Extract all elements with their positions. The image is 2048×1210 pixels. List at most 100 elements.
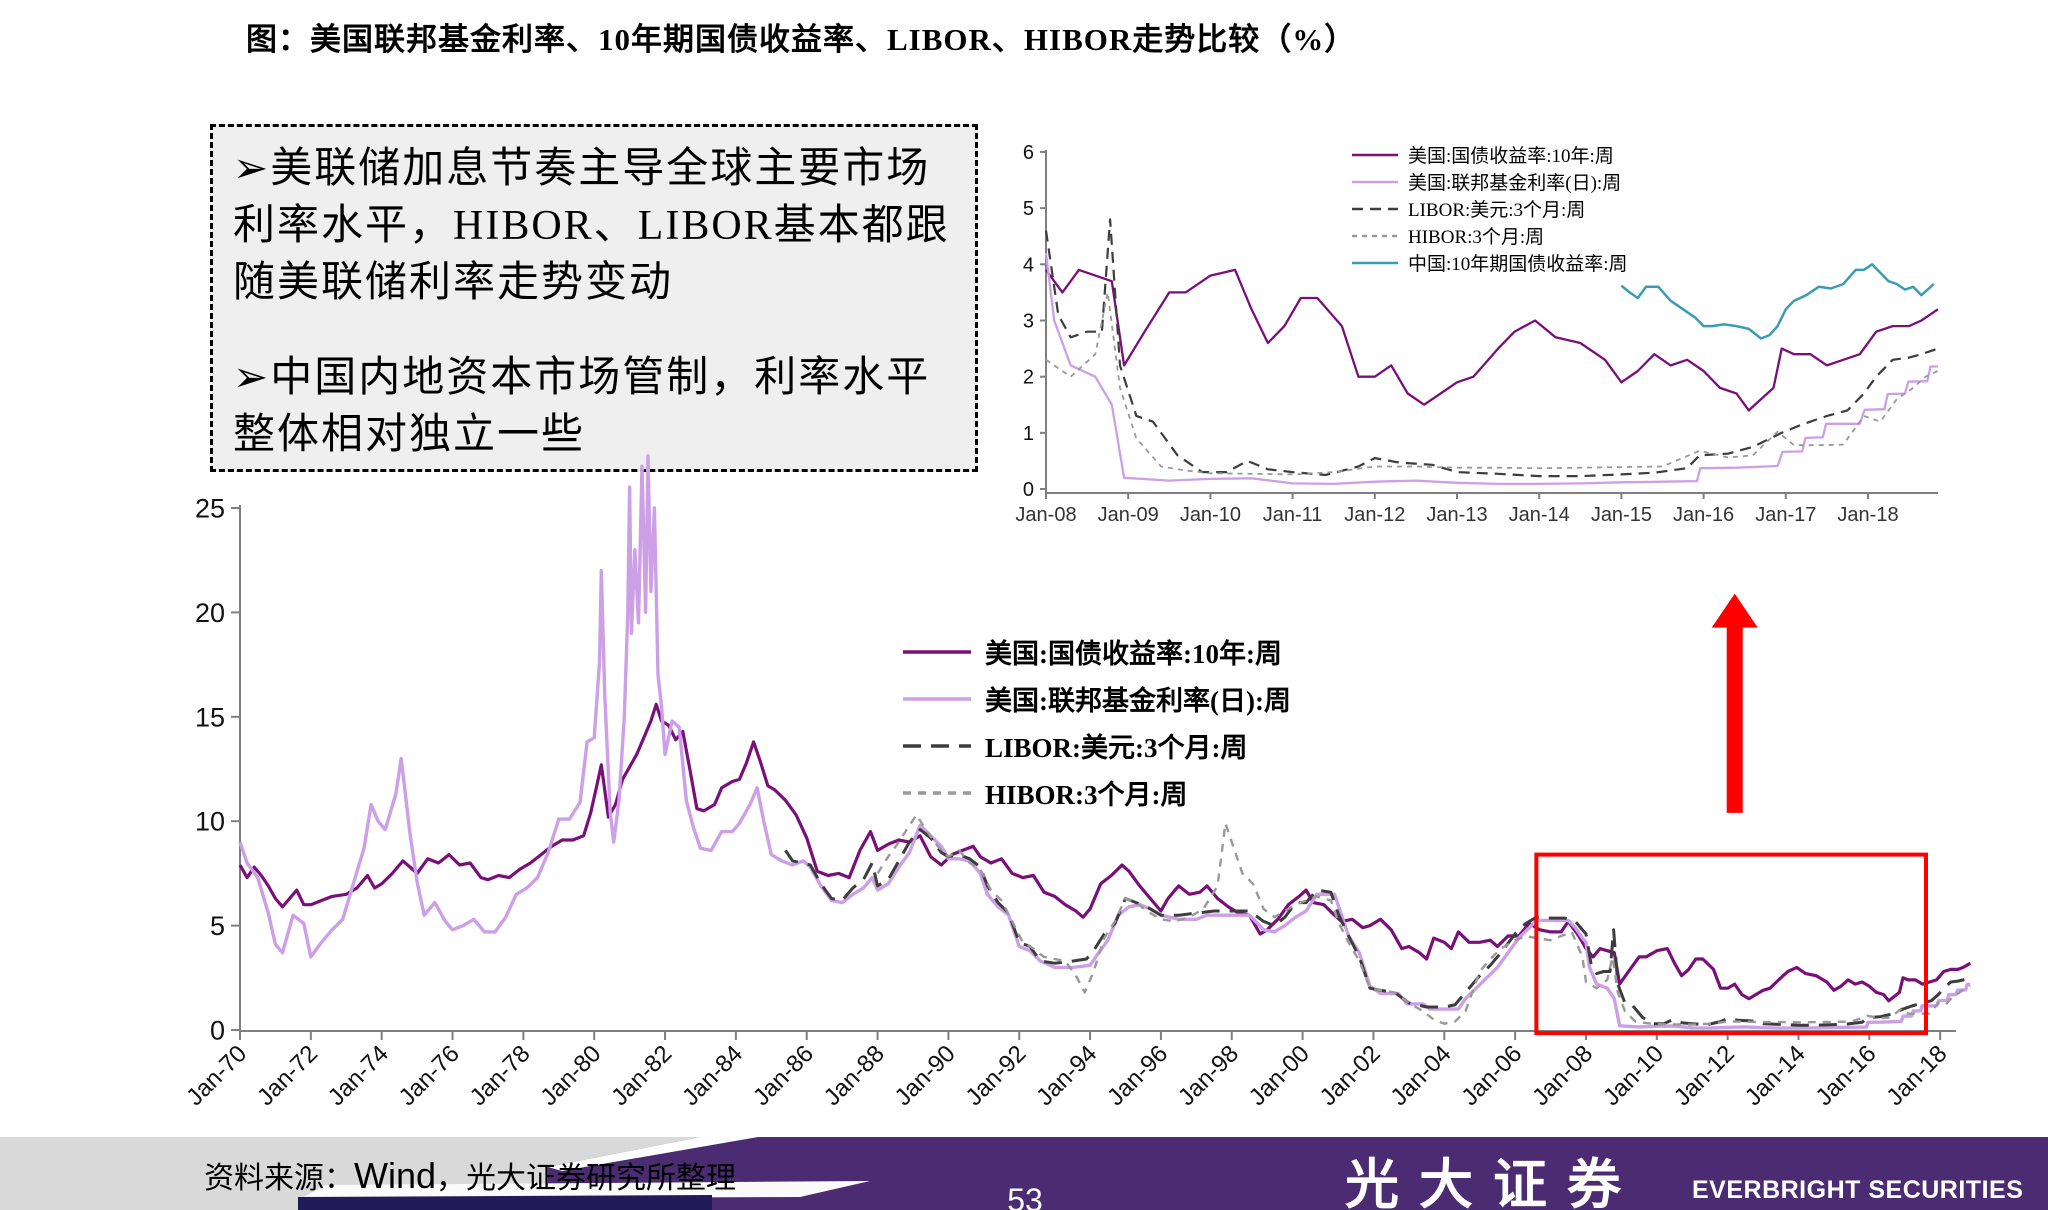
legend-label: LIBOR:美元:3个月:周 (985, 733, 1248, 763)
y-tick-label: 20 (195, 598, 225, 628)
x-tick-label: Jan-98 (1173, 1040, 1244, 1111)
legend-swatch-line (1352, 153, 1398, 156)
x-tick-label: Jan-88 (819, 1040, 890, 1111)
legend-label: 美国:国债收益率:10年:周 (985, 639, 1282, 669)
legend-label: HIBOR:3个月:周 (985, 780, 1188, 810)
source-wind: Wind (354, 1155, 437, 1196)
x-tick-label: Jan-10 (1180, 504, 1241, 526)
x-tick-label: Jan-04 (1386, 1040, 1457, 1111)
legend-item: HIBOR:3个月:周 (1352, 222, 1628, 249)
x-tick-label: Jan-80 (535, 1040, 606, 1111)
x-tick-label: Jan-09 (1098, 504, 1159, 526)
footer-swoosh-decoration (298, 1137, 2048, 1210)
series-line-4 (1620, 263, 1935, 340)
legend-label: 中国:10年期国债收益率:周 (1408, 254, 1628, 275)
x-tick-label: Jan-78 (465, 1040, 536, 1111)
main-chart-legend: 美国:国债收益率:10年:周 美国:联邦基金利率(日):周 LIBOR:美元:3个月… (903, 628, 1291, 816)
series-line-1 (1044, 252, 1938, 486)
page-title: 图：美国联邦基金利率、10年期国债收益率、LIBOR、HIBOR走势比较（%） (246, 22, 1357, 57)
legend-label: 美国:联邦基金利率(日):周 (1408, 173, 1622, 194)
page-number: 53 (1007, 1182, 1043, 1210)
x-tick-label: Jan-86 (748, 1040, 819, 1111)
x-tick-label: Jan-16 (1811, 1040, 1882, 1111)
legend-item: LIBOR:美元:3个月:周 (903, 722, 1291, 769)
legend-swatch-line (1352, 180, 1398, 183)
x-tick-label: Jan-74 (323, 1040, 394, 1111)
small-chart-legend: 美国:国债收益率:10年:周 美国:联邦基金利率(日):周 LIBOR:美元:3个月… (1352, 141, 1628, 276)
legend-label: 美国:国债收益率:10年:周 (1408, 146, 1614, 167)
legend-item: 美国:国债收益率:10年:周 (903, 628, 1291, 675)
y-tick-label: 10 (195, 807, 225, 837)
series-line-3 (1045, 291, 1939, 476)
legend-swatch-line (903, 696, 971, 701)
x-tick-label: Jan-06 (1456, 1040, 1527, 1111)
note-box: ➢美联储加息节奏主导全球主要市场利率水平，HIBOR、LIBOR基本都跟随美联储… (210, 124, 978, 472)
x-tick-label: Jan-08 (1527, 1040, 1598, 1111)
x-tick-label: Jan-12 (1669, 1040, 1740, 1111)
y-tick-label: 1 (1023, 423, 1034, 445)
legend-item: 美国:联邦基金利率(日):周 (903, 675, 1291, 722)
chart-small: 0 1 2 3 4 5 6 Jan-08 Jan-09 Jan-10 Jan-11 Jan-12 Jan… (1015, 142, 1939, 526)
x-tick-label: Jan-16 (1673, 504, 1734, 526)
x-tick-label: Jan-08 (1015, 504, 1076, 526)
x-tick-label: Jan-17 (1755, 504, 1816, 526)
legend-swatch-line (1352, 234, 1398, 237)
note-bullet-1: ➢美联储加息节奏主导全球主要市场利率水平，HIBOR、LIBOR基本都跟随美联储… (233, 146, 950, 306)
legend-swatch-line (903, 649, 971, 654)
y-tick-label: 2 (1023, 367, 1034, 389)
y-tick-label: 5 (1023, 198, 1034, 220)
source-prefix: 资料来源： (204, 1162, 354, 1195)
y-tick-label: 25 (195, 493, 225, 523)
x-tick-label: Jan-94 (1031, 1040, 1102, 1111)
y-tick-label: 15 (195, 702, 225, 732)
series-line-2 (784, 828, 1971, 1027)
legend-swatch-line (903, 790, 971, 795)
x-tick-label: Jan-13 (1426, 504, 1487, 526)
note-bullet-2: ➢中国内地资本市场管制，利率水平整体相对独立一些 (233, 355, 931, 458)
legend-label: LIBOR:美元:3个月:周 (1408, 200, 1586, 221)
x-tick-label: Jan-14 (1509, 504, 1570, 526)
x-tick-label: Jan-92 (960, 1040, 1031, 1111)
series-line-3 (876, 813, 1971, 1026)
footer-navy-bar (298, 1195, 712, 1210)
x-tick-label: Jan-70 (181, 1040, 252, 1111)
y-tick-label: 0 (210, 1015, 225, 1045)
series-line-0 (238, 702, 1972, 1003)
legend-swatch-line (903, 743, 971, 748)
x-tick-label: Jan-12 (1344, 504, 1405, 526)
y-tick-label: 3 (1023, 310, 1034, 332)
highlight-box (1534, 852, 1928, 1036)
x-tick-label: Jan-84 (677, 1040, 748, 1111)
legend-item: 美国:国债收益率:10年:周 (1352, 141, 1628, 168)
x-tick-label: Jan-18 (1837, 504, 1898, 526)
x-tick-label: Jan-90 (890, 1040, 961, 1111)
footer-white-stripe (300, 1181, 870, 1199)
x-tick-label: Jan-11 (1263, 504, 1323, 526)
x-tick-label: Jan-10 (1598, 1040, 1669, 1111)
series-line-1 (238, 454, 1971, 1030)
legend-swatch-line (1352, 207, 1398, 210)
x-tick-label: Jan-76 (394, 1040, 465, 1111)
x-tick-label: Jan-96 (1102, 1040, 1173, 1111)
legend-label: 美国:联邦基金利率(日):周 (985, 686, 1291, 716)
x-tick-label: Jan-14 (1740, 1040, 1811, 1111)
x-tick-label: Jan-15 (1591, 504, 1652, 526)
footer-white-wedge (548, 1137, 758, 1171)
trend-arrow-up (1711, 593, 1758, 813)
source-line: 资料来源：Wind，光大证券研究所整理 (204, 1153, 736, 1197)
footer-purple-bar (548, 1137, 2048, 1210)
series-line-2 (1044, 218, 1939, 478)
legend-item: 美国:联邦基金利率(日):周 (1352, 168, 1628, 195)
series-line-0 (1045, 268, 1939, 412)
y-tick-label: 5 (210, 911, 225, 941)
legend-label: HIBOR:3个月:周 (1408, 227, 1545, 248)
x-tick-label: Jan-72 (252, 1040, 323, 1111)
source-rest: ，光大证券研究所整理 (436, 1162, 737, 1195)
legend-item: LIBOR:美元:3个月:周 (1352, 195, 1628, 222)
y-tick-label: 0 (1023, 479, 1034, 501)
everbright-logo-cn: 光大证券 (1345, 1155, 1641, 1210)
x-tick-label: Jan-02 (1315, 1040, 1386, 1111)
legend-item: HIBOR:3个月:周 (903, 769, 1291, 816)
